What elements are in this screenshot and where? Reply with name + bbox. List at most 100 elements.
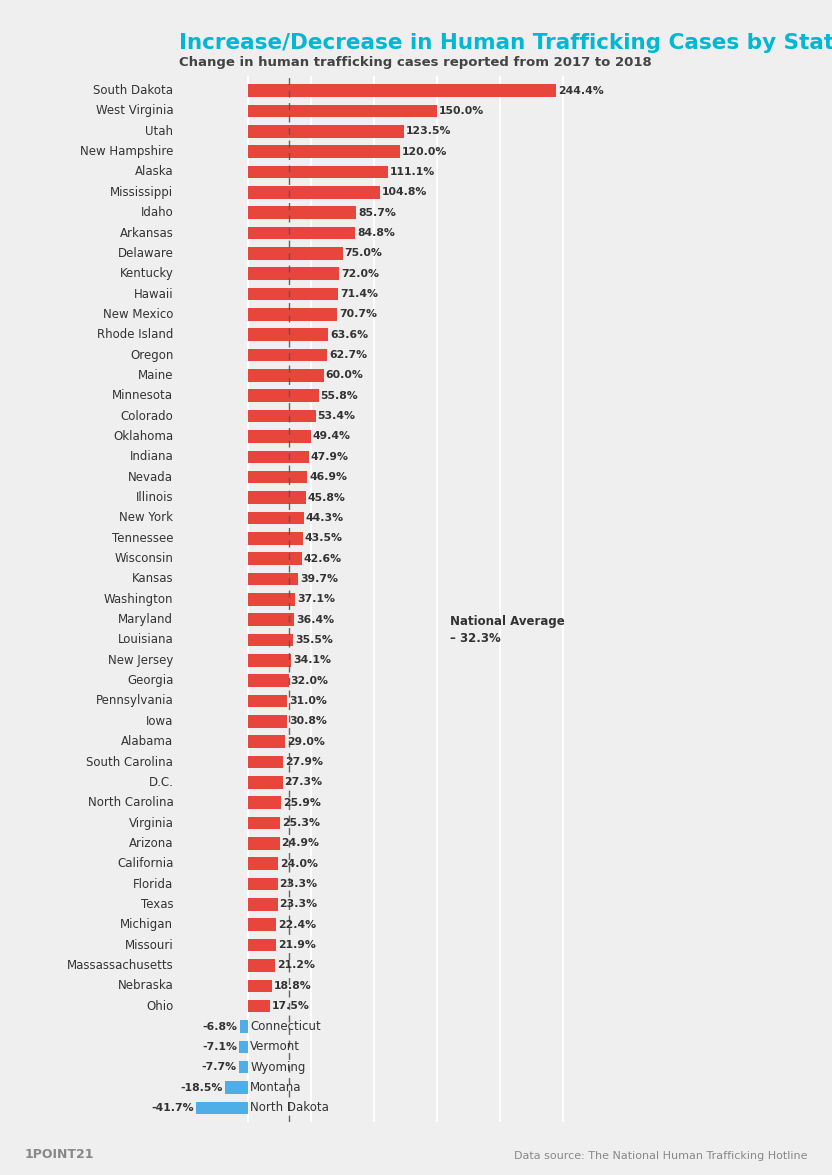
Bar [248,898,278,911]
Bar [248,146,399,157]
Bar [248,268,339,280]
Text: 47.9%: 47.9% [310,452,349,462]
Text: Change in human trafficking cases reported from 2017 to 2018: Change in human trafficking cases report… [179,56,651,69]
Bar [248,613,295,626]
Bar [248,939,276,952]
Text: 63.6%: 63.6% [330,330,369,340]
Text: 31.0%: 31.0% [290,696,327,706]
Bar [248,450,309,463]
Bar [248,329,329,341]
Text: -6.8%: -6.8% [203,1021,238,1032]
Text: 23.3%: 23.3% [280,899,318,909]
Bar [248,572,299,585]
Text: 62.7%: 62.7% [329,350,367,360]
Bar [248,532,303,544]
Text: 21.2%: 21.2% [277,960,314,971]
Bar [248,633,293,646]
Text: 111.1%: 111.1% [390,167,435,177]
Text: 150.0%: 150.0% [439,106,484,116]
Text: 72.0%: 72.0% [341,269,379,278]
Bar [248,349,327,362]
Text: 23.3%: 23.3% [280,879,318,889]
Bar [248,308,338,321]
Bar [248,776,283,788]
Bar [248,125,404,137]
Text: 34.1%: 34.1% [293,656,331,665]
Text: 27.9%: 27.9% [285,757,324,767]
Bar [248,858,279,870]
Text: 45.8%: 45.8% [308,492,346,503]
Bar [248,736,285,748]
Text: 17.5%: 17.5% [272,1001,310,1012]
Text: 29.0%: 29.0% [287,737,324,746]
Text: 84.8%: 84.8% [357,228,395,239]
Text: 53.4%: 53.4% [318,411,355,421]
Text: 120.0%: 120.0% [402,147,447,156]
Text: -7.1%: -7.1% [202,1042,237,1052]
Text: 104.8%: 104.8% [382,187,428,197]
Text: -18.5%: -18.5% [181,1082,223,1093]
Text: Data source: The National Human Trafficking Hotline: Data source: The National Human Traffick… [513,1150,807,1161]
Bar [248,186,380,199]
Text: 35.5%: 35.5% [295,634,333,645]
Text: Montana: Montana [250,1081,302,1094]
Text: 60.0%: 60.0% [326,370,364,381]
Bar [225,1081,248,1094]
Bar [248,430,310,443]
Text: 244.4%: 244.4% [558,86,604,95]
Bar [248,694,287,707]
Text: 85.7%: 85.7% [359,208,396,217]
Text: -41.7%: -41.7% [151,1103,194,1113]
Bar [248,716,287,727]
Bar [248,674,289,687]
Bar [248,797,281,810]
Bar [248,105,438,118]
Bar [240,1041,248,1053]
Text: 75.0%: 75.0% [344,248,383,258]
Text: 30.8%: 30.8% [289,717,327,726]
Text: 70.7%: 70.7% [339,309,377,320]
Bar [248,410,315,423]
Bar [248,166,389,179]
Text: -7.7%: -7.7% [201,1062,236,1073]
Bar [248,552,302,565]
Bar [248,511,305,524]
Bar [248,980,272,992]
Text: Increase/Decrease in Human Trafficking Cases by State: Increase/Decrease in Human Trafficking C… [179,33,832,53]
Bar [248,837,280,850]
Text: 43.5%: 43.5% [305,533,343,543]
Bar [196,1102,248,1114]
Bar [248,756,284,768]
Bar [248,227,355,240]
Text: 18.8%: 18.8% [274,981,311,991]
Text: 39.7%: 39.7% [300,573,338,584]
Text: 44.3%: 44.3% [306,512,344,523]
Text: Wyoming: Wyoming [250,1061,305,1074]
Text: 37.1%: 37.1% [297,595,335,604]
Text: 36.4%: 36.4% [296,615,334,625]
Text: 27.3%: 27.3% [285,778,323,787]
Bar [248,593,295,605]
Text: 42.6%: 42.6% [304,553,342,564]
Bar [248,1000,270,1013]
Text: 24.0%: 24.0% [280,859,319,868]
Bar [248,369,324,382]
Text: 25.9%: 25.9% [283,798,320,807]
Bar [248,85,557,96]
Bar [248,817,280,830]
Text: North Dakota: North Dakota [250,1101,329,1114]
Bar [248,247,343,260]
Text: 32.0%: 32.0% [290,676,329,686]
Text: National Average
– 32.3%: National Average – 32.3% [450,615,565,645]
Text: 123.5%: 123.5% [406,126,452,136]
Bar [239,1061,248,1074]
Text: 21.9%: 21.9% [278,940,315,951]
Bar [248,878,278,891]
Bar [248,654,291,666]
Text: Vermont: Vermont [250,1040,300,1053]
Text: 22.4%: 22.4% [279,920,316,929]
Bar [248,491,306,504]
Bar [240,1020,248,1033]
Bar [248,959,275,972]
Bar [248,207,356,219]
